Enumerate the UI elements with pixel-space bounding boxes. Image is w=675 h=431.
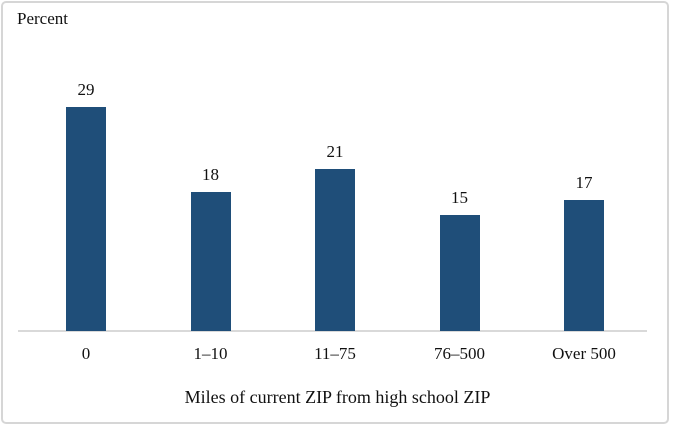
bar-value-label: 15: [451, 188, 468, 207]
bar-value-label: 17: [575, 173, 593, 192]
x-axis-line: [18, 330, 647, 332]
bar-11–75: [315, 169, 355, 331]
bar-1–10: [190, 192, 231, 331]
x-axis-tick-label: Over 500: [552, 344, 616, 363]
bar-0: [66, 107, 106, 331]
x-axis-tick-label: 0: [81, 344, 91, 363]
bar-76–500: [439, 215, 480, 331]
x-axis-title: Miles of current ZIP from high school ZI…: [184, 387, 491, 407]
bar-value-label: 29: [77, 80, 95, 99]
y-axis-title: Percent: [17, 9, 68, 28]
bar-Over 500: [564, 200, 604, 331]
bar-value-label: 21: [326, 142, 344, 161]
bar-value-label: 18: [202, 165, 219, 184]
x-axis-tick-label: 76–500: [434, 344, 485, 363]
x-axis-tick-label: 11–75: [314, 344, 356, 363]
x-axis-tick-label: 1–10: [193, 344, 228, 363]
